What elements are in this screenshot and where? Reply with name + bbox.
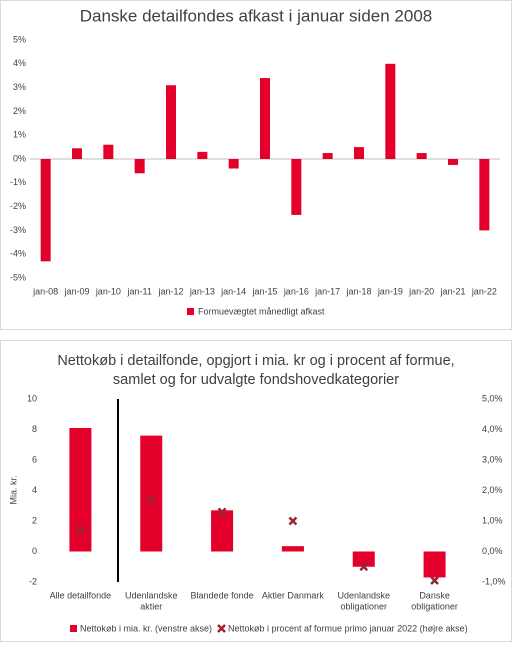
x-tick-label: jan-13	[189, 286, 215, 296]
bar	[322, 153, 333, 159]
bar	[385, 63, 396, 159]
y2-tick-label: 4,0%	[482, 424, 503, 434]
y2-tick-label: 5,0%	[482, 393, 503, 403]
x-tick-label: jan-22	[471, 286, 497, 296]
bar	[69, 427, 92, 552]
chart-title: Nettokøb i detailfonde, opgjort i mia. k…	[57, 353, 454, 369]
x-tick-label: Alle detailfonde	[50, 590, 112, 600]
x-tick-label: jan-17	[314, 286, 340, 296]
legend-label: Nettokøb i procent af formue primo janua…	[228, 623, 468, 633]
y-tick-label: -2%	[10, 201, 26, 211]
x-tick-label: Danske	[419, 590, 450, 600]
bar	[291, 159, 302, 215]
x-tick-label: jan-14	[220, 286, 246, 296]
y-tick-label: 10	[27, 393, 37, 403]
y-tick-label: -3%	[10, 225, 26, 235]
y-tick-label: 5%	[13, 34, 26, 44]
marker	[146, 495, 156, 505]
x-tick-label: jan-16	[283, 286, 309, 296]
bar	[281, 546, 304, 552]
x-tick-label: jan-08	[32, 286, 58, 296]
x-tick-label: jan-10	[95, 286, 121, 296]
y-tick-label: -1%	[10, 177, 26, 187]
x-tick-label: jan-15	[251, 286, 277, 296]
x-tick-label: Blandede fonde	[191, 590, 254, 600]
bar	[416, 153, 427, 159]
bar	[354, 147, 364, 159]
legend-label: Formuevægtet månedligt afkast	[198, 306, 325, 316]
y-tick-label: 4	[32, 485, 37, 495]
x-tick-label: jan-18	[345, 286, 371, 296]
bar	[140, 435, 163, 552]
bar	[479, 159, 490, 231]
legend-swatch	[70, 625, 77, 632]
bar	[423, 551, 446, 578]
y-tick-label: 0%	[13, 153, 26, 163]
x-tick-label: jan-20	[408, 286, 434, 296]
y-tick-label: 2	[32, 515, 37, 525]
marker	[288, 516, 298, 526]
bar	[352, 551, 375, 567]
y-tick-label: 8	[32, 424, 37, 434]
legend-swatch	[217, 624, 226, 633]
bar	[260, 78, 270, 159]
chart-title: Danske detailfondes afkast i januar side…	[80, 6, 433, 25]
y-tick-label: 0	[32, 546, 37, 556]
marker	[430, 576, 439, 585]
y2-tick-label: 2,0%	[482, 485, 503, 495]
legend-swatch	[187, 308, 194, 315]
y-tick-label: 4%	[13, 58, 26, 68]
legend-label: Nettokøb i mia. kr. (venstre akse)	[80, 623, 212, 633]
x-tick-label: jan-19	[377, 286, 403, 296]
bar	[211, 510, 234, 552]
bar	[40, 159, 51, 262]
y2-tick-label: 3,0%	[482, 454, 503, 464]
y-tick-label: 1%	[13, 130, 26, 140]
bar	[103, 144, 114, 159]
x-tick-label: jan-12	[157, 286, 183, 296]
x-tick-label: jan-09	[63, 286, 89, 296]
chart-title: samlet og for udvalgte fondshovedkategor…	[113, 372, 399, 388]
y-tick-label: -4%	[10, 249, 26, 259]
y2-tick-label: 0,0%	[482, 546, 503, 556]
x-tick-label: jan-11	[126, 286, 151, 296]
bar	[448, 159, 458, 165]
y2-tick-label: -1,0%	[482, 576, 506, 586]
y-tick-label: -2	[29, 576, 37, 586]
bar	[197, 151, 208, 159]
marker	[217, 507, 227, 517]
y-tick-label: -5%	[10, 272, 26, 282]
bar	[228, 159, 239, 169]
bar	[134, 159, 145, 174]
chart-frame	[0, 0, 512, 330]
marker	[359, 562, 369, 572]
x-tick-label: obligationer	[411, 601, 458, 611]
bar	[166, 85, 176, 159]
y2-tick-label: 1,0%	[482, 515, 503, 525]
y-tick-label: 3%	[13, 82, 26, 92]
x-tick-label: Udenlandske	[125, 590, 178, 600]
y-tick-label: 2%	[13, 106, 26, 116]
x-tick-label: Aktier Danmark	[262, 590, 325, 600]
y-tick-label: 6	[32, 454, 37, 464]
y-axis-label: Mia. kr.	[8, 475, 18, 504]
x-tick-label: obligationer	[340, 601, 387, 611]
x-tick-label: Udenlandske	[337, 590, 390, 600]
bar	[72, 148, 82, 159]
marker	[76, 525, 85, 535]
x-tick-label: jan-21	[439, 286, 465, 296]
x-tick-label: aktier	[140, 601, 162, 611]
